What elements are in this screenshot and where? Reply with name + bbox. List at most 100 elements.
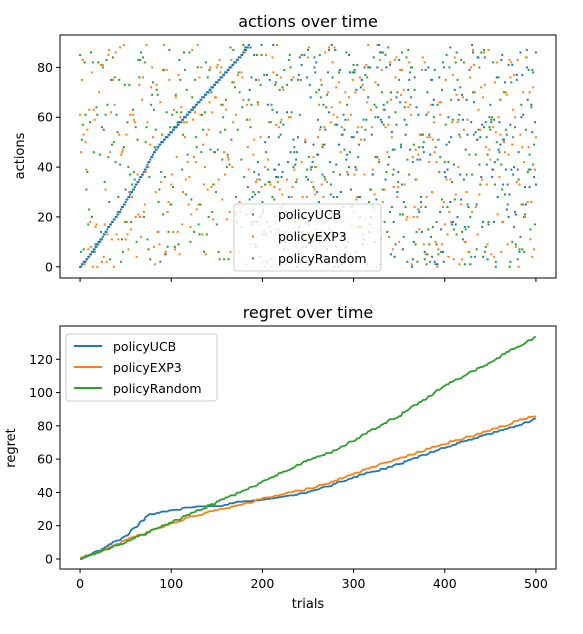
scatter-point-policyUCB xyxy=(439,210,442,213)
scatter-point-policyEXP3 xyxy=(492,126,495,129)
scatter-point-policyUCB xyxy=(462,118,464,121)
scatter-point-policyRandom xyxy=(481,225,484,228)
scatter-point-policyRandom xyxy=(410,66,413,69)
scatter-point-policyUCB xyxy=(90,253,92,256)
actions-plot-frame xyxy=(59,34,557,279)
scatter-point-policyEXP3 xyxy=(347,118,350,121)
scatter-point-policyRandom xyxy=(193,230,196,233)
scatter-point-policyUCB xyxy=(216,81,219,84)
scatter-point-policyUCB xyxy=(404,133,407,136)
scatter-point-policyRandom xyxy=(472,91,475,94)
scatter-point-policyUCB xyxy=(101,235,104,238)
scatter-point-policyEXP3 xyxy=(123,220,126,223)
scatter-point-policyEXP3 xyxy=(438,101,441,104)
scatter-point-policyUCB xyxy=(407,88,410,91)
scatter-point-policyRandom xyxy=(462,61,465,64)
scatter-point-policyRandom xyxy=(313,66,316,69)
scatter-point-policyRandom xyxy=(168,48,171,51)
actions-plot-title: actions over time xyxy=(238,12,378,31)
scatter-point-policyEXP3 xyxy=(259,136,262,139)
scatter-point-policyUCB xyxy=(445,143,448,146)
scatter-point-policyEXP3 xyxy=(105,260,108,263)
scatter-point-policyRandom xyxy=(324,178,327,181)
scatter-point-policyRandom xyxy=(271,196,274,198)
scatter-point-policyRandom xyxy=(95,106,98,109)
scatter-point-policyRandom xyxy=(450,98,453,101)
scatter-point-policyRandom xyxy=(268,181,271,184)
scatter-point-policyEXP3 xyxy=(141,76,144,79)
scatter-point-policyEXP3 xyxy=(133,121,136,124)
scatter-point-policyUCB xyxy=(453,88,456,91)
scatter-point-policyUCB xyxy=(474,131,477,134)
scatter-point-policyUCB xyxy=(310,166,313,169)
scatter-point-policyRandom xyxy=(312,186,315,189)
scatter-point-policyEXP3 xyxy=(246,146,249,149)
scatter-point-policyRandom xyxy=(306,168,309,171)
scatter-point-policyUCB xyxy=(431,78,433,81)
scatter-point-policyRandom xyxy=(479,183,482,186)
scatter-point-policyRandom xyxy=(209,148,212,151)
scatter-point-policyUCB xyxy=(327,111,330,114)
scatter-point-policyRandom xyxy=(163,176,166,179)
scatter-point-policyRandom xyxy=(210,91,213,94)
scatter-point-policyRandom xyxy=(90,51,92,54)
regret-line-policyUCB xyxy=(79,417,536,560)
scatter-point-policyRandom xyxy=(105,58,108,61)
scatter-point-policyUCB xyxy=(343,128,346,131)
scatter-point-policyEXP3 xyxy=(209,66,212,69)
scatter-point-policyUCB xyxy=(396,191,399,194)
scatter-point-policyEXP3 xyxy=(84,141,87,144)
scatter-point-policyEXP3 xyxy=(416,215,419,218)
legend-label-policyRandom: policyRandom xyxy=(113,381,202,396)
scatter-point-policyEXP3 xyxy=(521,146,524,149)
scatter-point-policyRandom xyxy=(164,253,167,256)
scatter-point-policyRandom xyxy=(115,113,118,116)
scatter-point-policyRandom xyxy=(94,243,97,246)
scatter-point-policyUCB xyxy=(466,133,469,136)
scatter-point-policyUCB xyxy=(355,88,358,91)
scatter-point-policyEXP3 xyxy=(219,71,222,74)
scatter-point-policyUCB xyxy=(454,223,457,226)
scatter-point-policyRandom xyxy=(438,171,441,174)
scatter-point-policyEXP3 xyxy=(125,133,128,136)
scatter-point-policyUCB xyxy=(469,263,472,266)
scatter-point-policyEXP3 xyxy=(110,238,113,241)
scatter-point-policyRandom xyxy=(274,83,277,86)
scatter-point-policyRandom xyxy=(117,196,120,198)
scatter-point-policyUCB xyxy=(418,210,421,213)
scatter-point-policyUCB xyxy=(350,136,353,139)
scatter-point-policyRandom xyxy=(237,71,240,74)
scatter-point-policyRandom xyxy=(421,133,424,136)
scatter-point-policyUCB xyxy=(370,133,373,136)
scatter-point-policyRandom xyxy=(396,91,399,94)
scatter-point-policyEXP3 xyxy=(264,166,267,169)
scatter-point-policyEXP3 xyxy=(131,113,134,116)
scatter-point-policyRandom xyxy=(300,53,303,56)
scatter-point-policyEXP3 xyxy=(484,146,487,149)
scatter-point-policyUCB xyxy=(486,258,489,261)
scatter-point-policyRandom xyxy=(107,156,110,159)
scatter-point-policyUCB xyxy=(311,161,314,164)
scatter-point-policyRandom xyxy=(193,78,196,81)
scatter-point-policyRandom xyxy=(444,123,447,126)
scatter-point-policyEXP3 xyxy=(390,136,393,139)
scatter-point-policyRandom xyxy=(392,168,395,171)
scatter-point-policyRandom xyxy=(172,186,175,189)
scatter-point-policyUCB xyxy=(303,53,306,56)
scatter-point-policyUCB xyxy=(364,73,367,76)
scatter-point-policyEXP3 xyxy=(371,168,374,171)
scatter-point-policyRandom xyxy=(352,63,355,66)
scatter-point-policyRandom xyxy=(348,166,351,169)
scatter-point-policyRandom xyxy=(355,168,358,171)
scatter-point-policyUCB xyxy=(488,116,491,119)
scatter-point-policyUCB xyxy=(419,158,422,161)
scatter-point-policyEXP3 xyxy=(466,118,469,121)
scatter-point-policyUCB xyxy=(223,73,226,76)
scatter-point-policyUCB xyxy=(345,158,348,161)
scatter-point-policyRandom xyxy=(136,138,139,141)
scatter-point-policyEXP3 xyxy=(147,166,150,169)
scatter-point-policyUCB xyxy=(516,168,519,171)
scatter-point-policyUCB xyxy=(149,158,152,161)
scatter-point-policyEXP3 xyxy=(290,196,293,198)
scatter-point-policyEXP3 xyxy=(107,53,110,56)
